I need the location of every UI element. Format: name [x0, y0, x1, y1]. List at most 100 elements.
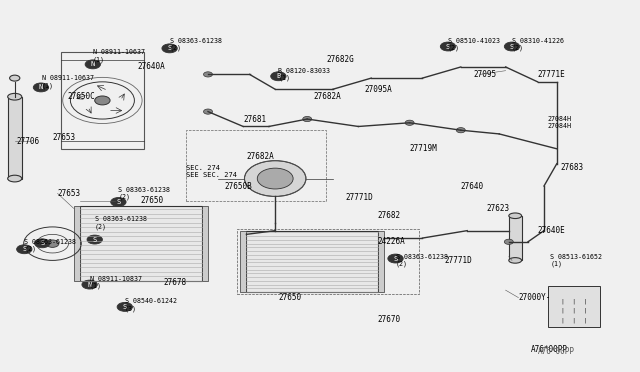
Text: S 08363-61238
(2): S 08363-61238 (2) [24, 239, 76, 252]
Text: 27640E: 27640E [538, 226, 565, 235]
Text: S 08363-61238
(2): S 08363-61238 (2) [170, 38, 221, 51]
Circle shape [504, 42, 520, 51]
Circle shape [162, 44, 177, 53]
Bar [80, 206, 202, 281]
Text: SEC. 274
SEE SEC. 274: SEC. 274 SEE SEC. 274 [186, 165, 237, 177]
Circle shape [244, 161, 306, 196]
Circle shape [95, 96, 110, 105]
Text: 27678: 27678 [163, 278, 186, 287]
Text: S: S [116, 199, 120, 205]
Text: 27771D: 27771D [346, 193, 373, 202]
Text: S 08513-61652
(1): S 08513-61652 (1) [550, 254, 602, 267]
Text: S: S [394, 256, 397, 262]
Bar [378, 231, 384, 292]
Text: S 08363-61238
(2): S 08363-61238 (2) [118, 187, 170, 200]
Bar [240, 231, 246, 292]
Text: |  |  |: | | | [561, 308, 588, 313]
Text: S: S [168, 45, 172, 51]
Ellipse shape [8, 93, 22, 100]
Text: 27706: 27706 [16, 137, 39, 146]
Circle shape [35, 239, 50, 248]
Circle shape [85, 60, 100, 69]
Text: S: S [93, 237, 97, 243]
Text: A76*00PP: A76*00PP [531, 345, 568, 354]
Circle shape [117, 302, 132, 311]
Circle shape [10, 75, 20, 81]
Text: 27670: 27670 [378, 315, 401, 324]
Text: 24226A: 24226A [378, 237, 405, 246]
Ellipse shape [509, 213, 522, 219]
Text: S: S [510, 44, 514, 49]
Text: S: S [40, 240, 44, 246]
Text: |  |  |: | | | [561, 317, 588, 323]
Circle shape [388, 254, 403, 263]
Circle shape [405, 120, 414, 125]
Text: 27640A: 27640A [138, 62, 165, 71]
Text: N 08911-10637
(1): N 08911-10637 (1) [42, 75, 93, 89]
Text: 27682G: 27682G [326, 55, 354, 64]
Circle shape [271, 72, 286, 81]
Bar [548, 286, 600, 327]
Circle shape [504, 239, 513, 244]
Text: A76*00PP: A76*00PP [538, 347, 575, 356]
Text: 27095: 27095 [474, 70, 497, 79]
Text: S 08363-61238
(2): S 08363-61238 (2) [396, 254, 447, 267]
Text: N: N [88, 282, 92, 288]
Text: 27771D: 27771D [445, 256, 472, 265]
Circle shape [87, 235, 102, 244]
Text: 27682A: 27682A [246, 152, 274, 161]
Text: 27623: 27623 [486, 204, 509, 213]
Text: 27683: 27683 [560, 163, 583, 172]
Circle shape [17, 245, 32, 254]
Text: S: S [22, 246, 26, 252]
Text: 27719M: 27719M [410, 144, 437, 153]
Text: 27095A: 27095A [365, 85, 392, 94]
Text: 27084H
27084H: 27084H 27084H [547, 116, 572, 129]
Text: S 08310-41226
(2): S 08310-41226 (2) [512, 38, 564, 51]
Circle shape [111, 198, 126, 206]
Text: S 08510-41023
(2): S 08510-41023 (2) [448, 38, 500, 51]
Text: 27650: 27650 [141, 196, 164, 205]
Text: 27650C: 27650C [67, 92, 95, 101]
Circle shape [204, 109, 212, 114]
Text: 27000Y-: 27000Y- [518, 293, 551, 302]
Text: 27682A: 27682A [314, 92, 341, 101]
Text: S: S [446, 44, 450, 49]
Ellipse shape [509, 257, 522, 263]
Text: 27653: 27653 [58, 189, 81, 198]
Circle shape [456, 128, 465, 133]
Circle shape [82, 280, 97, 289]
Bar [237, 229, 419, 294]
Ellipse shape [8, 175, 22, 182]
Text: 27650B: 27650B [224, 182, 252, 190]
Bar [8, 97, 22, 179]
Text: S 08540-61242
(3): S 08540-61242 (3) [125, 298, 177, 312]
Text: S: S [123, 304, 127, 310]
Circle shape [440, 42, 456, 51]
Circle shape [303, 116, 312, 122]
Text: N 08911-10837
(1): N 08911-10837 (1) [90, 276, 141, 289]
Text: S 08363-61238
(2): S 08363-61238 (2) [95, 217, 147, 230]
Circle shape [204, 72, 212, 77]
Text: B: B [276, 73, 280, 79]
Text: 27681: 27681 [243, 115, 266, 124]
Bar [186, 130, 326, 201]
Text: 27682: 27682 [378, 211, 401, 220]
Text: N: N [39, 84, 43, 90]
Text: 27653: 27653 [52, 133, 76, 142]
Circle shape [46, 240, 59, 247]
Text: 27771E: 27771E [538, 70, 565, 79]
Text: N 08911-10637
(1): N 08911-10637 (1) [93, 49, 145, 62]
Text: 27650: 27650 [278, 293, 301, 302]
Bar [202, 206, 208, 281]
Text: 27640: 27640 [461, 182, 484, 190]
Text: B 08120-83033
(1): B 08120-83033 (1) [278, 68, 330, 81]
Circle shape [33, 83, 49, 92]
Circle shape [257, 168, 293, 189]
Bar [74, 206, 80, 281]
Text: N: N [91, 61, 95, 67]
Bar [61, 52, 144, 149]
Bar [509, 216, 522, 260]
Text: |  |  |: | | | [561, 299, 588, 304]
Bar [246, 231, 378, 292]
